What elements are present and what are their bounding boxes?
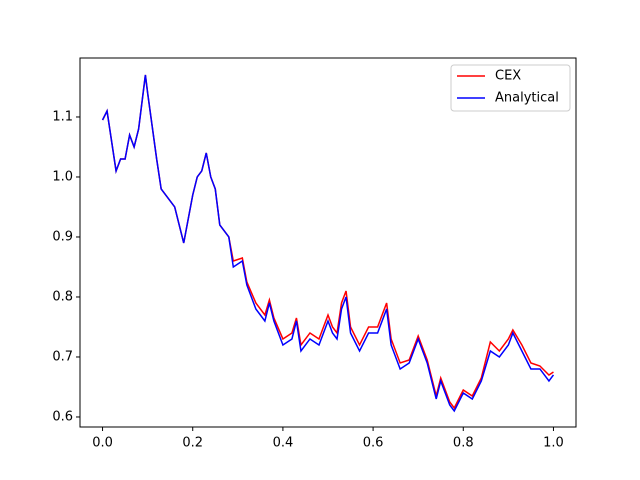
- plot-frame: [79, 57, 577, 428]
- x-tick-label: 0.4: [273, 436, 294, 451]
- y-tick-label: 0.9: [52, 229, 73, 244]
- x-tick-label: 1.0: [543, 436, 564, 451]
- y-tick-label: 0.6: [52, 409, 73, 424]
- y-tick-label: 0.8: [52, 289, 73, 304]
- y-tick-label: 0.7: [52, 349, 73, 364]
- y-tick-label: 1.0: [52, 169, 73, 184]
- x-tick-label: 0.0: [92, 436, 113, 451]
- x-tick-label: 0.6: [363, 436, 384, 451]
- x-tick-label: 0.2: [182, 436, 203, 451]
- x-tick-label: 0.8: [453, 436, 474, 451]
- legend-label: Analytical: [495, 91, 559, 106]
- series-line: [101, 74, 554, 410]
- legend-label: CEX: [495, 69, 521, 84]
- y-tick-label: 1.1: [52, 109, 73, 124]
- series-line: [101, 74, 555, 413]
